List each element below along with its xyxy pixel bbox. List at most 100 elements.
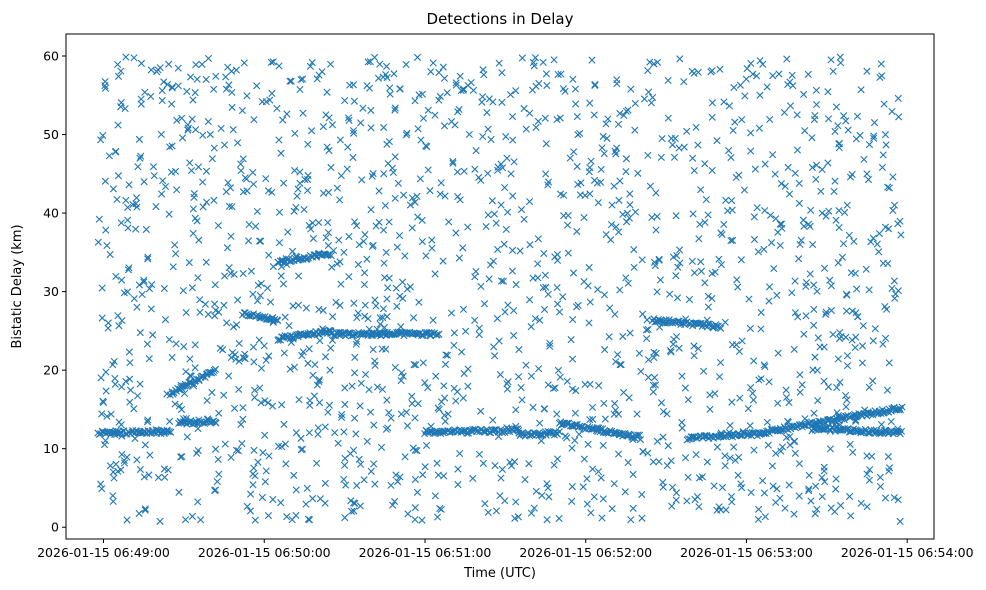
data-point — [428, 244, 436, 252]
y-tick-label: 20 — [43, 363, 59, 378]
data-point — [266, 298, 275, 306]
data-point — [328, 121, 337, 129]
data-point — [416, 175, 424, 183]
data-point — [626, 201, 634, 209]
data-point — [204, 310, 212, 318]
data-point — [395, 231, 404, 240]
data-point — [178, 134, 187, 142]
data-point — [262, 98, 270, 106]
data-point — [173, 116, 181, 124]
data-point — [587, 157, 595, 165]
data-point — [402, 131, 410, 139]
data-point — [257, 237, 265, 245]
data-point — [99, 131, 107, 140]
data-point — [716, 373, 724, 381]
data-point — [133, 303, 141, 311]
data-point — [295, 272, 303, 280]
data-point — [269, 58, 277, 66]
data-point — [182, 308, 190, 317]
data-point — [345, 273, 353, 281]
data-point — [183, 433, 191, 441]
data-point — [230, 404, 239, 412]
data-point — [704, 211, 712, 219]
data-point — [810, 321, 818, 329]
data-point — [718, 483, 727, 492]
data-point — [620, 388, 628, 397]
data-point — [730, 83, 738, 92]
data-point — [411, 446, 419, 454]
data-point — [729, 126, 737, 135]
data-point — [256, 292, 265, 300]
data-point — [883, 386, 892, 394]
data-point — [211, 312, 219, 320]
data-point — [413, 53, 422, 61]
data-point — [153, 68, 161, 76]
data-point — [551, 384, 559, 392]
data-point — [769, 482, 777, 490]
data-point — [140, 473, 148, 481]
data-point — [118, 383, 126, 391]
data-point — [114, 172, 123, 180]
data-point — [379, 314, 387, 322]
data-point — [522, 125, 530, 133]
data-point — [350, 97, 358, 105]
data-point — [472, 267, 480, 275]
data-point — [307, 225, 315, 233]
data-point — [475, 331, 483, 339]
data-point — [460, 369, 468, 378]
data-point — [371, 296, 379, 304]
data-point — [542, 170, 550, 178]
chart-title: Detections in Delay — [427, 10, 574, 28]
data-point — [340, 248, 348, 256]
data-point — [130, 294, 138, 303]
data-point — [833, 384, 841, 392]
data-point — [435, 96, 443, 104]
data-point — [780, 108, 788, 117]
data-point — [517, 205, 526, 214]
data-point — [459, 394, 467, 402]
data-point — [859, 322, 867, 330]
data-point — [644, 356, 653, 364]
data-point — [392, 284, 400, 292]
data-point — [627, 516, 635, 524]
data-point — [208, 155, 216, 163]
data-point — [726, 421, 734, 430]
data-point — [198, 60, 206, 68]
data-point — [876, 473, 884, 481]
data-point — [525, 197, 534, 206]
data-point — [133, 456, 141, 464]
data-point — [200, 418, 208, 426]
data-point — [865, 429, 873, 437]
data-point — [341, 514, 349, 522]
data-point — [186, 73, 195, 81]
data-point — [527, 509, 536, 517]
data-point — [234, 139, 242, 147]
data-point — [481, 500, 489, 508]
data-point — [264, 511, 273, 520]
data-point — [651, 262, 659, 270]
data-point — [315, 376, 323, 384]
data-point — [739, 429, 748, 437]
data-point — [818, 165, 826, 174]
data-point — [363, 437, 371, 446]
data-point — [221, 272, 229, 280]
data-point — [586, 298, 594, 306]
data-point — [844, 126, 852, 134]
x-tick-label: 2026-01-15 06:50:00 — [198, 545, 331, 560]
data-point — [346, 81, 354, 89]
data-point — [591, 80, 599, 89]
data-point — [644, 88, 653, 96]
data-point — [184, 121, 192, 129]
data-point — [298, 75, 307, 83]
data-point — [498, 69, 506, 77]
data-point — [225, 263, 233, 272]
data-point — [280, 179, 288, 187]
data-point — [830, 187, 838, 196]
data-point — [195, 236, 203, 244]
data-point — [889, 206, 897, 215]
data-point — [308, 494, 317, 503]
data-point — [795, 460, 804, 468]
data-point — [238, 106, 246, 115]
data-point — [629, 504, 637, 512]
